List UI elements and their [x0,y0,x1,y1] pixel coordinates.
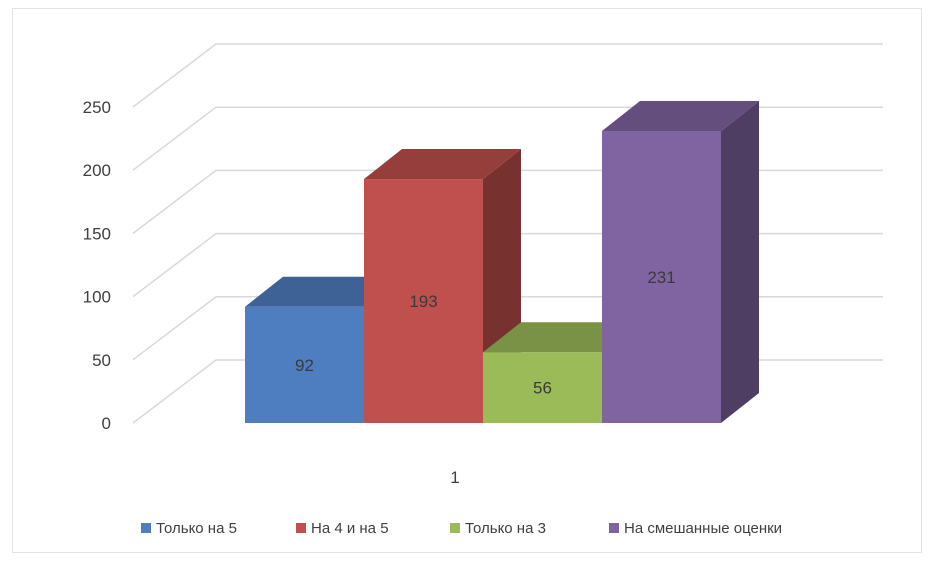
labels: 0 50 100 150 200 250 92 193 56 231 1 [83,98,676,487]
bar-top [364,149,521,180]
bar-top [245,276,402,307]
bar [602,131,721,424]
data-label: 56 [533,379,552,398]
bar-top [483,322,640,353]
bar-side [721,101,759,424]
data-label: 231 [647,268,675,287]
legend-label: Только на 5 [156,520,237,537]
y-tick-label: 150 [83,224,111,243]
bar [245,306,364,423]
legend-swatch [141,523,151,533]
legend: Только на 5 На 4 и на 5 Только на 3 На смеш… [141,520,782,537]
legend-swatch [296,523,306,533]
bar [483,352,602,423]
data-label: 92 [295,356,314,375]
y-tick-label: 100 [83,288,111,307]
bars [245,101,759,424]
data-label: 193 [409,292,437,311]
x-category-label: 1 [450,468,459,487]
bar [364,179,483,423]
bar-top [602,101,759,132]
y-tick-label: 200 [83,161,111,180]
gridline [132,43,883,108]
legend-label: На 4 и на 5 [311,520,389,537]
y-tick-label: 250 [83,98,111,117]
legend-label: На смешанные оценки [624,520,782,537]
y-tick-label: 50 [92,351,111,370]
legend-label: Только на 3 [465,520,546,537]
y-tick-label: 0 [102,414,111,433]
legend-swatch [609,523,619,533]
legend-swatch [450,523,460,533]
